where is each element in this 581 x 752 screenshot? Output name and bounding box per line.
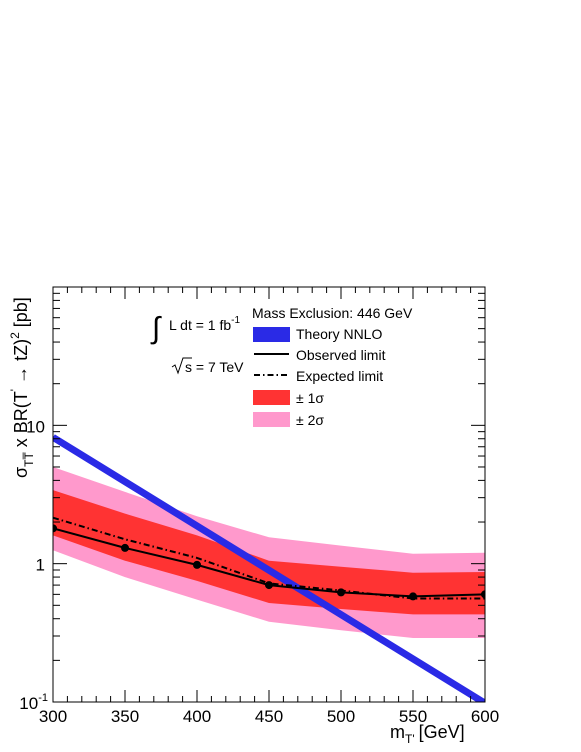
axis-ticks: [52, 287, 486, 703]
axis-tick-labels: 300 350 400 450 500 550 600 10-1 1 10: [19, 417, 499, 726]
sqrt-sign: [171, 357, 192, 375]
x-axis-title: mT' [GeV]: [390, 722, 465, 746]
legend-swatch-theory: [253, 327, 290, 342]
mass-exclusion-label: Mass Exclusion: 446 GeV: [252, 305, 413, 321]
legend-label-observed: Observed limit: [296, 347, 386, 363]
luminosity-annotation: ∫ L dt = 1 fb-1: [150, 312, 240, 345]
x-tick-label: 300: [39, 707, 67, 726]
integral-sign: ∫: [150, 312, 162, 345]
error-bands: [53, 467, 485, 638]
band-1sigma: [53, 490, 485, 615]
x-tick-label: 450: [255, 707, 283, 726]
observed-point: [53, 524, 57, 533]
energy-annotation: s = 7 TeV: [171, 357, 244, 375]
legend-swatch-1sigma: [253, 390, 290, 405]
observed-point: [337, 588, 345, 597]
x-tick-label: 350: [111, 707, 139, 726]
limit-lines: [53, 434, 485, 702]
observed-point: [409, 592, 417, 601]
observed-point: [193, 560, 201, 569]
x-tick-label: 500: [327, 707, 355, 726]
observed-point: [265, 581, 273, 590]
legend-swatch-2sigma: [253, 412, 290, 427]
legend-label-expected: Expected limit: [296, 368, 383, 384]
legend: Mass Exclusion: 446 GeV Theory NNLO Obse…: [252, 305, 413, 428]
y-tick-label: 1: [36, 556, 45, 575]
x-tick-label: 550: [399, 707, 427, 726]
theory-nnlo-line: [53, 434, 485, 702]
y-tick-label: 10: [26, 417, 45, 436]
y-axis-title: σTT̅ x BR(T' → tZ)2 [pb]: [8, 297, 36, 478]
x-tick-label: 400: [183, 707, 211, 726]
x-tick-label: 600: [471, 707, 499, 726]
luminosity-label: L dt = 1 fb-1: [169, 315, 240, 333]
observed-point: [121, 543, 129, 552]
legend-label-theory: Theory NNLO: [296, 326, 382, 342]
legend-label-1sigma: ± 1σ: [296, 390, 324, 406]
energy-label: s = 7 TeV: [185, 359, 244, 375]
y-tick-label: 10-1: [19, 692, 48, 713]
legend-label-2sigma: ± 2σ: [296, 412, 324, 428]
